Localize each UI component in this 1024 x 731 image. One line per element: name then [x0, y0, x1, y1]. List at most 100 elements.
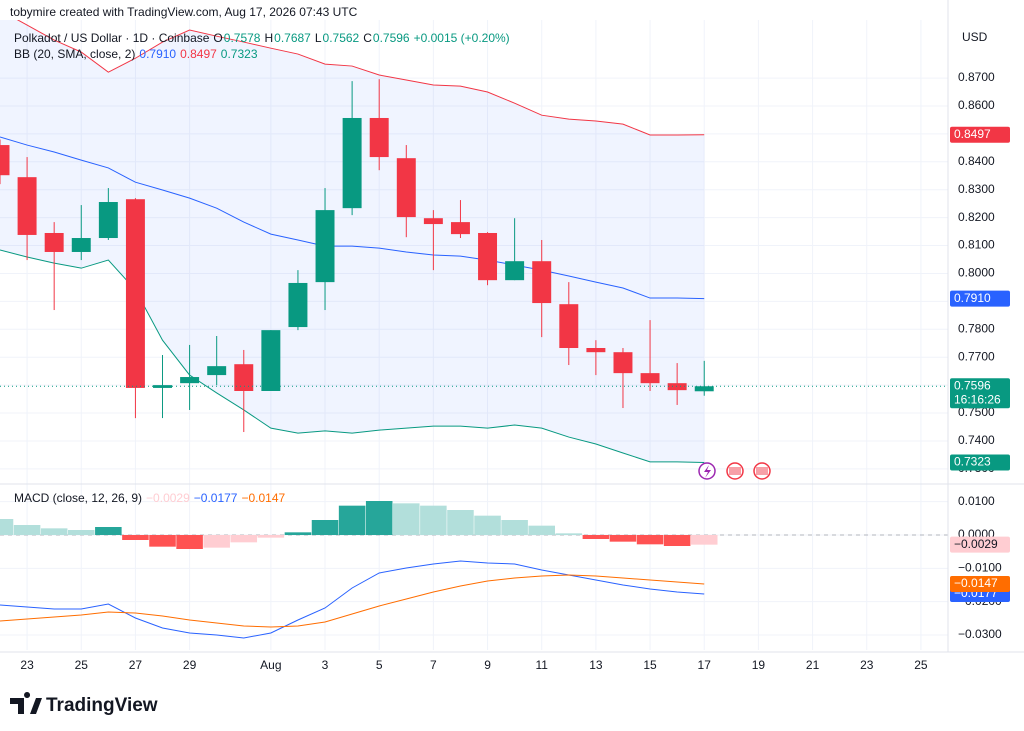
legend-value: 0.7910: [139, 47, 177, 61]
legend-change: +0.0015 (+0.20%): [413, 31, 510, 45]
histogram-bar: [663, 535, 691, 546]
histogram-bar: [420, 505, 447, 535]
y-tick-label: 0.8600: [958, 98, 995, 112]
histogram-bar: [122, 535, 149, 540]
price-tag-label: 0.7323: [954, 455, 991, 469]
x-tick-label: 29: [183, 658, 197, 672]
legend-value: 0.7596: [372, 31, 410, 45]
candle-body: [532, 261, 552, 304]
y-tick-label: 0.8100: [958, 238, 995, 252]
bb-line: [16, 20, 705, 136]
histogram-bar: [690, 535, 718, 545]
bb-line: [0, 136, 705, 300]
y-tick-label: 0.8700: [958, 70, 995, 84]
x-tick-label: 27: [129, 658, 143, 672]
x-tick-label: 15: [643, 658, 657, 672]
histogram-bar: [609, 535, 637, 542]
y-tick-label: 0.7800: [958, 321, 995, 335]
legend-value: 0.7578: [223, 31, 261, 45]
candle-body: [586, 348, 606, 353]
y-tick-label: −0.0100: [958, 561, 1002, 575]
legend-value: 0.7562: [322, 31, 360, 45]
macd-pane: [0, 501, 948, 639]
candle-body: [98, 202, 118, 239]
y-tick-label: 0.7400: [958, 433, 995, 447]
price-tag-label: 0.7596: [954, 378, 991, 392]
candle-body: [369, 117, 389, 158]
candle-body: [315, 210, 335, 283]
histogram-bar: [447, 510, 474, 535]
histogram-bar: [257, 535, 285, 538]
candle-body: [505, 261, 525, 281]
x-tick-label: 11: [535, 658, 548, 672]
histogram-bar: [176, 535, 203, 549]
candle-body: [667, 383, 687, 391]
histogram-bar: [311, 520, 339, 535]
candle-body: [153, 385, 172, 388]
band-fill: [0, 20, 705, 463]
price-tag: [950, 378, 1010, 409]
brand-name: TradingView: [46, 695, 158, 716]
x-tick-label: 23: [860, 658, 874, 672]
y-tick-label: 0.8000: [958, 266, 995, 280]
candle-body: [207, 366, 227, 376]
axes: USD 23252729Aug357911131517192123250.730…: [0, 0, 1024, 672]
y-tick-label: 0.8300: [958, 182, 995, 196]
histogram-bar: [13, 525, 41, 535]
candle-body: [559, 304, 579, 349]
y-tick-label: 0.7500: [958, 405, 995, 419]
x-tick-label: 9: [484, 658, 491, 672]
candle-body: [71, 238, 91, 252]
x-tick-label: 19: [752, 658, 766, 672]
axis-label: USD: [962, 30, 988, 44]
legend-value: 0.7687: [274, 31, 311, 45]
event-icons: [698, 462, 771, 480]
histogram-bar: [338, 505, 366, 535]
x-tick-label: 17: [698, 658, 712, 672]
countdown: 16:16:26: [954, 392, 1001, 406]
candle-body: [396, 158, 416, 218]
candle-body: [342, 117, 362, 209]
y-tick-label: −0.0300: [958, 627, 1002, 641]
legend-key: O: [213, 31, 223, 45]
legend-value: −0.0029: [146, 491, 190, 505]
histogram-bar: [501, 520, 528, 535]
legend-title: MACD (close, 12, 26, 9): [14, 491, 143, 505]
event-icon: [729, 467, 741, 475]
y-tick-label: 0.8400: [958, 154, 995, 168]
histogram-bar: [555, 533, 583, 535]
legend-title: Polkadot / US Dollar · 1D · Coinbase: [14, 31, 210, 45]
histogram-bar: [365, 501, 393, 535]
price-tag: [950, 126, 1010, 143]
candle-body: [180, 377, 200, 384]
histogram-bar: [528, 525, 555, 535]
histogram-bar: [582, 535, 610, 539]
histogram-bar: [474, 515, 501, 535]
candle-body: [640, 373, 660, 384]
price-tag-label: −0.0029: [954, 537, 998, 551]
legend-title: BB (20, SMA, close, 2): [14, 47, 136, 61]
candle-body: [450, 222, 470, 235]
macd-line: [0, 574, 705, 628]
credit: tobymire created with TradingView.com, A…: [10, 5, 358, 19]
brand: TradingView: [10, 692, 158, 716]
candle-body: [613, 352, 633, 374]
price-tag-label: −0.0147: [954, 576, 998, 590]
brand-logo: [10, 692, 42, 714]
candle-body: [423, 218, 443, 225]
histogram-bar: [284, 532, 312, 535]
legend-value: −0.0177: [193, 491, 238, 505]
price-tag-label: 0.8497: [954, 127, 991, 141]
legend: Polkadot / US Dollar · 1D · Coinbase O0.7…: [14, 31, 514, 45]
x-tick-label: 25: [914, 658, 928, 672]
candle-body: [125, 199, 145, 388]
price-tag: [950, 454, 1010, 471]
x-tick-label: 23: [20, 658, 34, 672]
legend: BB (20, SMA, close, 2) 0.7910 0.8497 0.7323: [14, 47, 262, 61]
histogram-bar: [393, 503, 420, 535]
candle-body: [17, 177, 37, 235]
legend-key: L: [314, 31, 322, 45]
x-tick-label: 21: [806, 658, 820, 672]
histogram-bar: [230, 535, 258, 543]
